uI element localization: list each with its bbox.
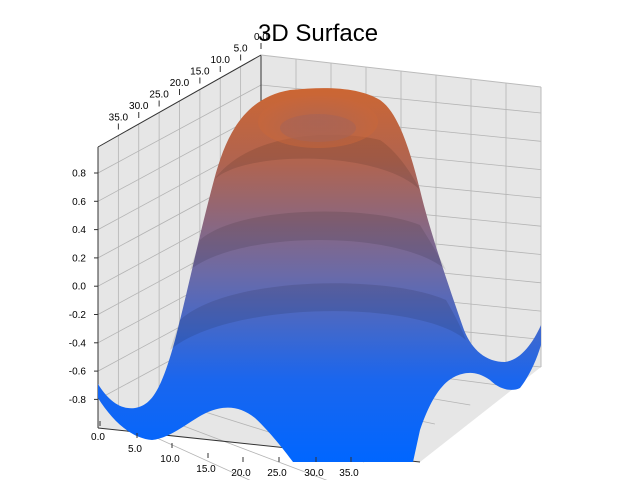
x-tick-label: 30.0: [304, 468, 324, 479]
x-tick-label: 0.0: [91, 432, 105, 443]
z-tick-label: -0.8: [69, 395, 87, 406]
z-tick-label: -0.2: [69, 310, 87, 321]
y-tick-label: 30.0: [129, 101, 149, 112]
y-tick-label: 15.0: [190, 67, 210, 78]
z-tick-label: 0.0: [72, 282, 86, 293]
y-tick-label: 20.0: [170, 78, 190, 89]
y-tick-label: 5.0: [234, 44, 248, 55]
x-tick-label: 10.0: [160, 454, 180, 465]
surface: [98, 88, 541, 462]
y-tick-label: 10.0: [211, 55, 231, 66]
x-axis-ticks: 0.0 5.0 10.0 15.0 20.0 25.0 30.0 35.0: [91, 421, 359, 479]
y-tick-label: 35.0: [109, 113, 129, 124]
y-tick-label: 25.0: [149, 90, 169, 101]
z-tick-label: 0.4: [72, 225, 86, 236]
z-tick-label: -0.6: [69, 367, 87, 378]
z-tick-label: 0.6: [72, 197, 86, 208]
z-tick-label: 0.2: [72, 253, 86, 264]
x-tick-label: 15.0: [196, 464, 216, 475]
chart-title: 3D Surface: [258, 20, 379, 47]
x-tick-label: 35.0: [339, 468, 359, 479]
x-tick-label: 20.0: [231, 468, 251, 479]
y-axis-ticks: 0.0 5.010.015.020.025.030.035.0: [109, 32, 268, 130]
z-axis-ticks: 0.8 0.6 0.4 0.2 0.0 -0.2 -0.4 -0.6 -0.8: [69, 169, 98, 406]
x-tick-label: 25.0: [267, 468, 287, 479]
y-tick-label: 0.0: [254, 32, 268, 43]
z-tick-label: 0.8: [72, 169, 86, 180]
x-tick-label: 5.0: [128, 444, 142, 455]
z-tick-label: -0.4: [69, 338, 87, 349]
